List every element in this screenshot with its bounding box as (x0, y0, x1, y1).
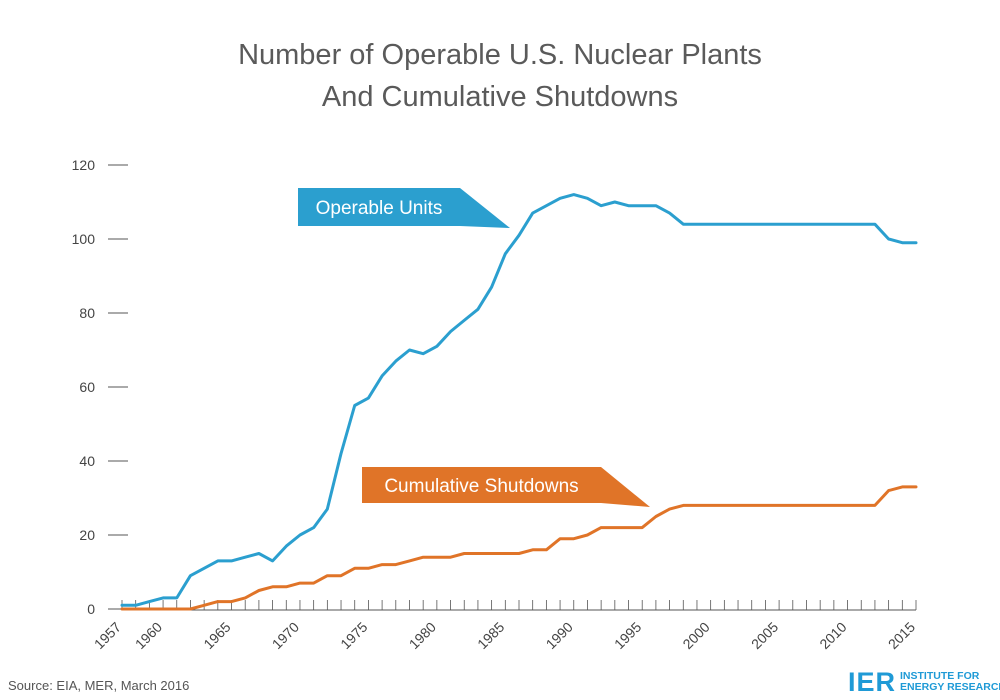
y-tick-label: 0 (87, 601, 95, 617)
chart-title: Number of Operable U.S. Nuclear Plants A… (0, 34, 1000, 118)
chart-title-line-2: And Cumulative Shutdowns (321, 81, 679, 113)
x-tick-label: 1980 (406, 619, 439, 652)
operable-units-callout-pointer (460, 188, 510, 228)
x-tick-label: 2005 (748, 619, 781, 652)
y-tick-label: 40 (79, 453, 95, 469)
y-tick-label: 100 (72, 231, 96, 247)
x-tick-label: 1957 (91, 619, 124, 652)
x-tick-label: 1985 (474, 619, 507, 652)
x-tick-label: 2010 (816, 619, 849, 652)
source-note: Source: EIA, MER, March 2016 (8, 678, 190, 693)
x-tick-label: 1965 (200, 619, 233, 652)
x-tick-label: 1970 (269, 619, 302, 652)
x-tick-label: 1975 (337, 619, 370, 652)
chart-title-line-1: Number of Operable U.S. Nuclear Plants (238, 39, 762, 71)
x-tick-label: 1995 (611, 619, 644, 652)
logo-line-2: ENERGY RESEARCH (900, 681, 1000, 693)
y-tick-label: 80 (79, 305, 95, 321)
x-tick-label: 1960 (132, 619, 165, 652)
cumulative-shutdowns-callout-box (362, 467, 601, 503)
logo-line-1: INSTITUTE FOR (900, 670, 980, 682)
y-tick-label: 20 (79, 527, 95, 543)
y-tick-label: 120 (72, 157, 96, 173)
logo-institute-text: INSTITUTE FOR ENERGY RESEARCH (900, 671, 1000, 693)
x-tick-label: 2000 (679, 619, 712, 652)
x-tick-label: 2015 (885, 619, 918, 652)
y-tick-label: 60 (79, 379, 95, 395)
logo-ier-text: IER (848, 666, 897, 697)
cumulative-shutdowns-callout-text: Cumulative Shutdowns (384, 476, 578, 497)
ier-logo: IER INSTITUTE FOR ENERGY RESEARCH (848, 666, 1000, 697)
operable-units-callout-box (298, 188, 460, 226)
operable-units-callout-text: Operable Units (316, 198, 443, 219)
operable-units-line (120, 193, 918, 607)
cumulative-shutdowns-line (120, 485, 918, 611)
cumulative-shutdowns-callout-pointer (601, 467, 650, 507)
x-tick-label: 1990 (543, 619, 576, 652)
